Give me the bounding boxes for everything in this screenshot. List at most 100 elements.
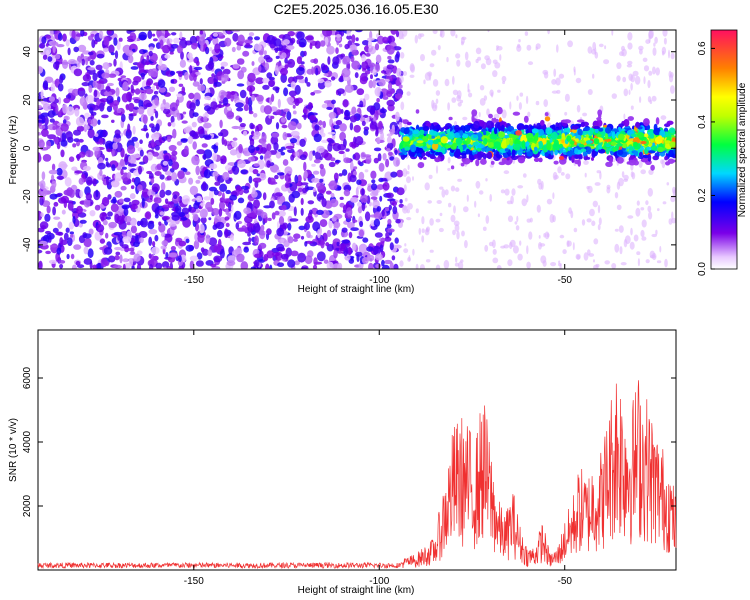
spectrogram-cell	[396, 68, 402, 77]
spectrogram-cell	[593, 259, 595, 263]
spectrogram-cell	[543, 71, 549, 79]
spectrogram-cell	[432, 30, 438, 35]
spectrogram-cell	[54, 136, 59, 145]
spectrogram-cell	[492, 239, 496, 249]
spectrogram-cell	[102, 129, 107, 138]
spectrogram-cell	[139, 149, 144, 157]
spectrogram-cell	[429, 155, 437, 160]
spectrogram-cell	[286, 45, 295, 50]
spectrogram-cell	[78, 151, 86, 158]
spectrogram-cell	[130, 84, 134, 92]
spectrogram-cell	[198, 36, 206, 46]
spectrogram-cell	[187, 52, 193, 60]
spectrogram-cell	[393, 157, 401, 167]
spectrogram-cell	[338, 243, 347, 252]
spectrogram-cell	[313, 257, 318, 266]
spectrogram-cell	[145, 132, 149, 139]
spectrogram-cell	[191, 155, 200, 166]
spectrogram-cell	[266, 160, 271, 168]
spectrogram-cell	[286, 96, 294, 104]
spectrogram-cell	[404, 243, 407, 247]
spectrogram-cell	[201, 143, 208, 148]
spectrogram-cell	[452, 75, 455, 85]
spectrogram-cell	[503, 170, 510, 175]
spectrogram-cell	[147, 106, 155, 117]
spectrogram-cell	[477, 56, 482, 61]
spectrogram-cell	[305, 35, 314, 41]
spectrogram-cell	[643, 76, 646, 85]
spectrogram-cell	[523, 115, 529, 123]
spectrogram-cell	[370, 170, 377, 179]
spectrogram-cell	[496, 154, 503, 159]
spectrogram-cell	[597, 224, 601, 231]
spectrogram-cell	[171, 32, 177, 36]
spectrogram-cell	[630, 133, 637, 138]
spectrogram-cell	[87, 56, 91, 62]
spectrogram-cell	[151, 246, 160, 255]
spectrogram-cell	[119, 198, 124, 203]
spectrogram-cell	[42, 80, 49, 89]
spectrogram-cell	[148, 263, 154, 269]
spectrogram-cell	[611, 131, 616, 139]
spectrogram-cell	[155, 123, 160, 132]
spectrogram-cell	[606, 186, 611, 194]
spectrogram-cell	[248, 32, 255, 37]
spectrogram-cell	[351, 49, 359, 56]
spectrogram-cell	[434, 104, 437, 109]
spectrogram-cell	[127, 154, 137, 164]
spectrogram-cell	[226, 111, 235, 120]
spectrogram-cell	[248, 145, 256, 154]
spectrogram-cell	[563, 119, 571, 124]
spectrogram-cell	[356, 88, 365, 96]
spectrogram-cell	[572, 242, 575, 251]
spectrogram-cell	[173, 194, 178, 200]
spectrogram-cell	[240, 169, 248, 175]
spectrogram-cell	[239, 89, 247, 99]
spectrogram-cell	[360, 194, 368, 204]
spectrogram-cell	[671, 211, 674, 220]
spectrogram-cell	[596, 117, 602, 121]
spectrogram-cell	[651, 233, 657, 238]
spectrogram-cell	[476, 151, 485, 158]
spectrogram-cell	[552, 192, 555, 200]
spectrogram-cell	[616, 62, 622, 70]
spectrogram-cell	[142, 114, 148, 125]
spectrogram-cell	[112, 196, 117, 204]
spectrogram-cell	[256, 94, 264, 102]
spectrogram-cell	[113, 231, 123, 236]
spectrogram-cell	[332, 124, 341, 130]
spectrogram-cell	[554, 149, 558, 156]
spectrogram-cell	[489, 194, 493, 202]
spectrogram-cell	[125, 104, 130, 111]
x-tick-label: -100	[369, 576, 389, 587]
spectrogram-cell	[216, 104, 225, 108]
spectrogram-cell	[647, 205, 652, 213]
spectrogram-cell	[38, 132, 42, 136]
spectrogram-cell	[95, 64, 103, 71]
spectrogram-cell	[349, 115, 357, 123]
spectrogram-cell	[132, 125, 136, 135]
spectrogram-cell	[479, 85, 485, 91]
spectrogram-cell	[160, 103, 165, 112]
spectrogram-cell	[343, 157, 351, 164]
spectrogram-cell	[213, 255, 223, 263]
spectrogram-cell	[423, 126, 430, 132]
spectrogram-cell	[52, 227, 59, 233]
spectrogram-cell	[124, 153, 128, 163]
spectrogram-cell	[150, 68, 159, 78]
spectrogram-cell	[653, 42, 656, 47]
spectrogram-cell	[116, 215, 124, 225]
spectrogram-cell	[157, 79, 166, 88]
spectrogram-cell	[533, 157, 540, 162]
spectrogram-cell	[412, 130, 419, 135]
spectrogram-cell	[96, 53, 105, 59]
spectrogram-cell	[423, 79, 426, 85]
spectrogram-cell	[419, 264, 425, 269]
spectrogram-cell	[166, 136, 172, 143]
spectrogram-cell	[378, 238, 385, 242]
spectrogram-cell	[125, 50, 134, 56]
spectrogram-cell	[587, 185, 593, 194]
spectrogram-cell	[248, 237, 252, 244]
spectrogram-cell	[147, 221, 155, 230]
spectrogram-cell	[472, 141, 479, 146]
